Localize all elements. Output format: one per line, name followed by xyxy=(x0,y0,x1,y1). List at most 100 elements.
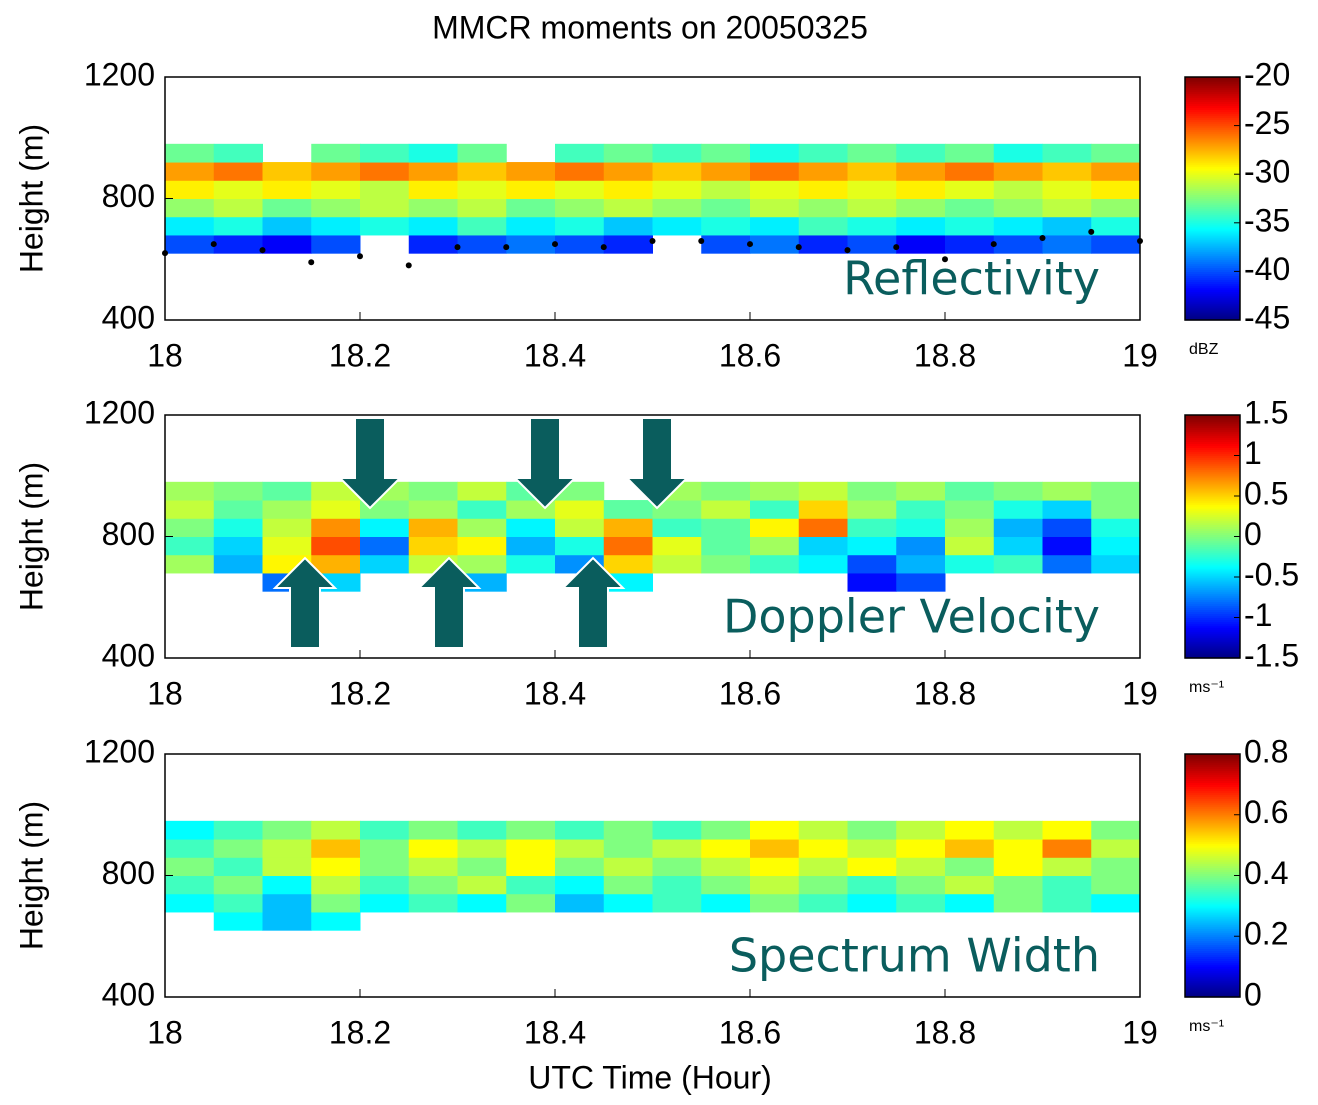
cell xyxy=(360,554,410,574)
cell xyxy=(262,234,312,254)
x-tick-label: 18.4 xyxy=(524,337,586,373)
colorbar-gradient xyxy=(1185,311,1240,315)
colorbar-gradient xyxy=(1185,990,1240,994)
cell xyxy=(847,216,897,236)
colorbar-gradient xyxy=(1185,502,1240,505)
cell xyxy=(213,893,263,913)
cell xyxy=(213,875,263,895)
cell xyxy=(1042,536,1092,556)
colorbar-gradient xyxy=(1185,79,1240,82)
cell xyxy=(408,820,458,840)
colorbar-tick-label: 0.4 xyxy=(1244,855,1288,891)
colorbar-gradient xyxy=(1185,948,1240,952)
colorbar-gradient xyxy=(1185,445,1240,448)
cell xyxy=(798,216,848,236)
colorbar-gradient xyxy=(1185,651,1240,655)
colorbar-gradient xyxy=(1185,903,1240,907)
colorbar-tick-label: -45 xyxy=(1244,299,1290,335)
cell xyxy=(993,893,1043,913)
colorbar-gradient xyxy=(1185,263,1240,266)
colorbar-gradient xyxy=(1185,911,1240,915)
cell xyxy=(165,143,215,163)
colorbar-tick-label: -25 xyxy=(1244,105,1290,141)
cell xyxy=(262,893,312,913)
colorbar-gradient xyxy=(1185,574,1240,578)
cell xyxy=(1091,481,1141,501)
colorbar-gradient xyxy=(1185,164,1240,167)
cell xyxy=(993,481,1043,501)
colorbar-gradient xyxy=(1185,137,1240,141)
cell xyxy=(213,198,263,218)
cell xyxy=(506,554,556,574)
colorbar-gradient xyxy=(1185,190,1240,194)
colorbar-gradient xyxy=(1185,473,1240,477)
cell xyxy=(213,911,263,931)
cell xyxy=(993,839,1043,858)
colorbar-gradient xyxy=(1185,532,1240,536)
colorbar-gradient xyxy=(1185,579,1240,582)
cell xyxy=(896,481,946,501)
colorbar-gradient xyxy=(1185,609,1240,613)
cell xyxy=(603,554,653,574)
colorbar-gradient xyxy=(1185,530,1240,534)
colorbar-gradient xyxy=(1185,808,1240,812)
colorbar-gradient xyxy=(1185,141,1240,145)
colorbar-gradient xyxy=(1185,415,1240,418)
colorbar-gradient xyxy=(1185,564,1240,568)
colorbar-gradient xyxy=(1185,942,1240,945)
y-tick-label: 400 xyxy=(102,299,155,335)
cell xyxy=(506,875,556,895)
cell xyxy=(701,820,751,840)
cell xyxy=(311,234,361,254)
colorbar-gradient xyxy=(1185,475,1240,479)
colorbar-gradient xyxy=(1185,186,1240,189)
colorbar-tick-label: 0 xyxy=(1244,976,1262,1012)
colorbar-gradient xyxy=(1185,591,1240,594)
cell xyxy=(262,820,312,840)
colorbar-gradient xyxy=(1185,259,1240,262)
colorbar-gradient xyxy=(1185,839,1240,842)
cell xyxy=(360,875,410,895)
cell xyxy=(408,875,458,895)
cell xyxy=(165,481,215,501)
colorbar-gradient xyxy=(1185,790,1240,794)
cell xyxy=(1091,180,1141,199)
colorbar-gradient xyxy=(1185,291,1240,295)
cell xyxy=(408,143,458,163)
colorbar-gradient xyxy=(1185,905,1240,909)
cell xyxy=(165,839,215,858)
cloud-base-point xyxy=(552,241,558,248)
cell xyxy=(165,518,215,537)
colorbar-gradient xyxy=(1185,208,1240,212)
cell xyxy=(701,216,751,236)
cell xyxy=(1042,500,1092,519)
colorbar-gradient xyxy=(1185,457,1240,461)
colorbar-gradient xyxy=(1185,283,1240,287)
colorbar-gradient xyxy=(1185,926,1240,929)
colorbar-gradient xyxy=(1185,91,1240,94)
colorbar-gradient xyxy=(1185,534,1240,538)
cell xyxy=(213,180,263,199)
cell xyxy=(555,820,605,840)
cell xyxy=(360,839,410,858)
cell xyxy=(457,536,507,556)
colorbar-gradient xyxy=(1185,447,1240,451)
colorbar-gradient xyxy=(1185,176,1240,179)
colorbar-gradient xyxy=(1185,647,1240,651)
colorbar-gradient xyxy=(1185,261,1240,264)
colorbar-gradient xyxy=(1185,960,1240,964)
colorbar-gradient xyxy=(1185,970,1240,974)
colorbar-gradient xyxy=(1185,421,1240,424)
cell xyxy=(213,143,263,163)
cloud-base-point xyxy=(454,244,461,251)
cell xyxy=(701,481,751,501)
colorbar-gradient xyxy=(1185,792,1240,796)
cell xyxy=(457,234,507,254)
colorbar-gradient xyxy=(1185,972,1240,976)
cell xyxy=(993,234,1043,254)
colorbar-gradient xyxy=(1185,758,1240,761)
colorbar-gradient xyxy=(1185,560,1240,564)
colorbar-gradient xyxy=(1185,954,1240,958)
cell xyxy=(262,518,312,537)
cell xyxy=(555,536,605,556)
